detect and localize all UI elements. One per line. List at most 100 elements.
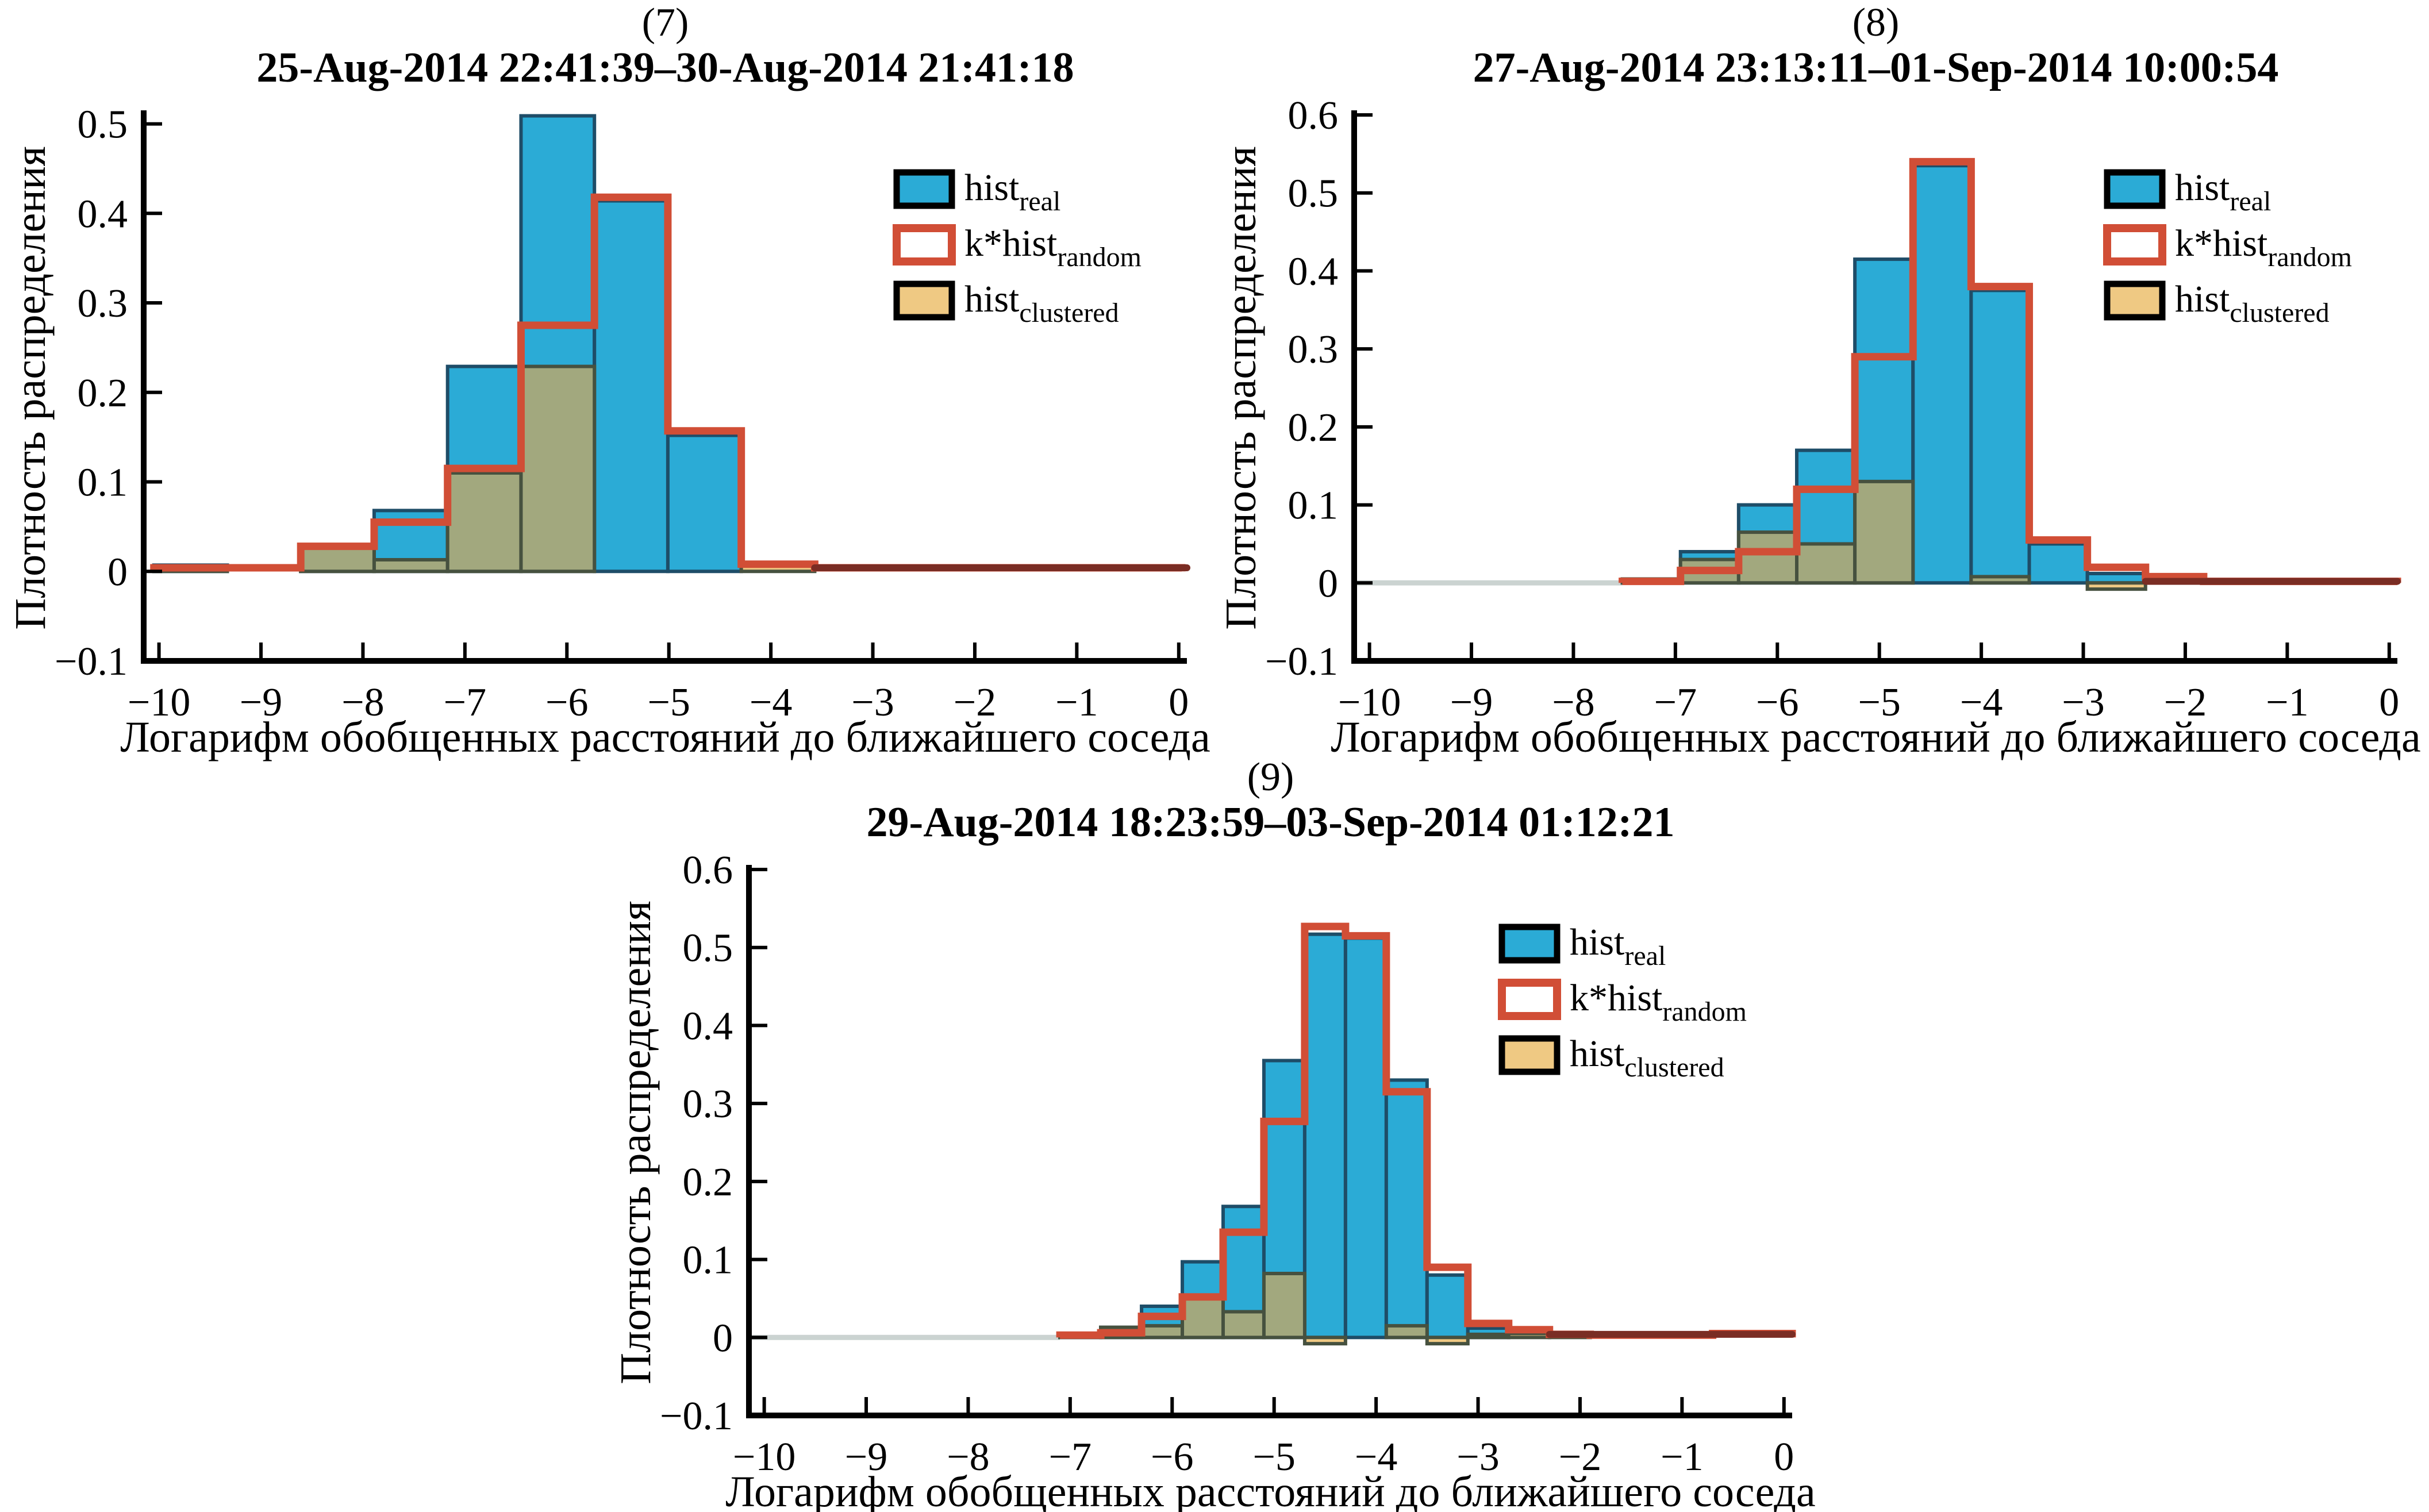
- y-tick-label: 0.1: [78, 461, 128, 505]
- x-axis-label: Логарифм обобщенных расстояний до ближай…: [725, 1468, 1815, 1512]
- legend-label-clustered: histclustered: [2175, 278, 2330, 328]
- x-tick-label: −2: [954, 680, 996, 725]
- legend-label-subscript: real: [2230, 186, 2271, 217]
- y-tick-label: −0.1: [55, 640, 128, 684]
- legend-label-main: hist: [2175, 278, 2230, 320]
- legend-label-random: k*histrandom: [2175, 222, 2352, 272]
- x-tick-label: −6: [545, 680, 588, 725]
- histogram-bar-clustered: [1140, 1324, 1185, 1340]
- x-axis-label: Логарифм обобщенных расстояний до ближай…: [120, 713, 1210, 761]
- legend-label-main: hist: [1570, 1033, 1624, 1075]
- x-tick-label: 0: [1169, 680, 1189, 725]
- y-tick-label: 0.5: [78, 103, 128, 147]
- histogram-bar-real: [1969, 288, 2031, 585]
- histogram-bar-real: [2027, 542, 2089, 585]
- panel-8-histogram-chart: −10 −9 −8 −7 −6 −5 −4 −3 −2 −1 0−0.100.10.20.30.40…: [1217, 1, 2421, 761]
- histogram-bar-clustered: [445, 471, 523, 574]
- histogram-bar-clustered: [1425, 1336, 1470, 1346]
- x-tick-label: −9: [240, 680, 282, 725]
- histogram-bar-clustered: [1466, 1332, 1511, 1340]
- histogram-bar-clustered: [372, 558, 449, 574]
- legend-label-subscript: clustered: [1624, 1052, 1724, 1083]
- legend-swatch-random: [893, 224, 956, 266]
- histogram-bar-clustered: [2085, 581, 2147, 591]
- x-tick-label: 0: [1774, 1435, 1794, 1479]
- x-tick-label: −10: [733, 1435, 795, 1479]
- x-tick-label: −5: [1252, 1435, 1295, 1479]
- x-tick-label: −7: [1049, 1435, 1091, 1479]
- legend-label-subscript: random: [2267, 242, 2352, 272]
- y-tick-label: 0.5: [1288, 172, 1339, 216]
- panel-title: 27-Aug-2014 23:13:11–01-Sep-2014 10:00:5…: [1473, 44, 2279, 91]
- x-tick-label: −4: [1960, 680, 2003, 725]
- x-tick-label: −6: [1151, 1435, 1193, 1479]
- x-tick-label: −8: [947, 1435, 989, 1479]
- legend-label-main: hist: [964, 167, 1019, 209]
- legend-label-main: hist: [964, 278, 1019, 320]
- histogram-bar-clustered: [1302, 1336, 1347, 1346]
- x-tick-label: −2: [1559, 1435, 1601, 1479]
- legend-label-main: k*hist: [2175, 222, 2267, 264]
- y-tick-label: −0.1: [660, 1394, 733, 1438]
- legend-swatch-random: [1498, 979, 1561, 1020]
- x-axis-label: Логарифм обобщенных расстояний до ближай…: [1331, 713, 2420, 761]
- legend-label-subscript: real: [1624, 941, 1666, 971]
- histogram-bar-clustered: [1221, 1310, 1266, 1340]
- x-tick-label: −4: [1355, 1435, 1397, 1479]
- histogram-bar-clustered: [1853, 479, 1915, 585]
- x-tick-label: 0: [2379, 680, 2399, 725]
- legend-swatch-clustered: [1498, 1035, 1561, 1075]
- y-tick-label: 0.2: [683, 1160, 733, 1205]
- y-tick-label: 0.2: [78, 371, 128, 415]
- y-axis-label: Плотность распределения: [1217, 146, 1265, 629]
- y-tick-label: −0.1: [1265, 640, 1338, 684]
- y-tick-label: 0.2: [1288, 406, 1339, 450]
- x-tick-label: −6: [1756, 680, 1798, 725]
- x-tick-label: −10: [128, 680, 190, 725]
- legend-swatch-clustered: [2104, 280, 2166, 321]
- x-tick-label: −3: [1456, 1435, 1499, 1479]
- y-tick-label: 0.6: [1288, 94, 1339, 138]
- y-tick-label: 0: [1318, 561, 1338, 606]
- legend-label-random: k*histrandom: [1570, 977, 1747, 1027]
- legend-swatch-clustered: [893, 280, 955, 321]
- histogram-bar-real: [1911, 164, 1973, 585]
- histogram-bar-clustered: [1262, 1272, 1306, 1340]
- legend-label-clustered: histclustered: [1570, 1033, 1724, 1083]
- x-tick-label: −9: [1450, 680, 1493, 725]
- x-tick-label: −5: [1858, 680, 1900, 725]
- histogram-bar-clustered: [519, 364, 597, 574]
- histogram-bar-real: [1425, 1273, 1470, 1340]
- legend-label-subscript: clustered: [2230, 298, 2329, 328]
- y-tick-label: 0.3: [683, 1082, 733, 1126]
- x-tick-label: −1: [1661, 1435, 1703, 1479]
- panel-number-label: (7): [642, 1, 689, 45]
- panel-title: 29-Aug-2014 18:23:59–03-Sep-2014 01:12:2…: [867, 799, 1675, 846]
- panel-title: 25-Aug-2014 22:41:39–30-Aug-2014 21:41:1…: [256, 44, 1074, 91]
- y-tick-label: 0.4: [683, 1004, 733, 1048]
- y-tick-label: 0.3: [78, 282, 128, 326]
- legend-label-real: histreal: [2175, 167, 2271, 217]
- x-tick-label: −7: [1654, 680, 1697, 725]
- histogram-bar-clustered: [1736, 530, 1799, 585]
- histogram-bar-clustered: [1795, 542, 1857, 585]
- x-tick-label: −8: [341, 680, 384, 725]
- x-tick-label: −5: [647, 680, 690, 725]
- legend-label-real: histreal: [964, 167, 1060, 217]
- legend-label-clustered: histclustered: [964, 278, 1119, 328]
- y-tick-label: 0.6: [683, 848, 733, 892]
- panel-number-label: (9): [1247, 755, 1294, 799]
- y-tick-label: 0.1: [1288, 484, 1339, 528]
- y-axis-label: Плотность распределения: [6, 146, 55, 629]
- legend-swatch-real: [893, 169, 955, 209]
- legend-label-subscript: clustered: [1019, 298, 1119, 328]
- y-tick-label: 0.4: [1288, 249, 1339, 294]
- histogram-bar-real: [593, 199, 670, 574]
- legend-label-main: hist: [2175, 167, 2230, 209]
- histogram-bar-real: [666, 433, 743, 574]
- y-tick-label: 0.5: [683, 926, 733, 971]
- y-tick-label: 0.3: [1288, 328, 1339, 372]
- x-tick-label: −7: [444, 680, 486, 725]
- legend-swatch-real: [1498, 924, 1561, 964]
- panel-9-histogram-chart: −10 −9 −8 −7 −6 −5 −4 −3 −2 −1 0−0.100.10.20.30.40…: [612, 755, 1816, 1512]
